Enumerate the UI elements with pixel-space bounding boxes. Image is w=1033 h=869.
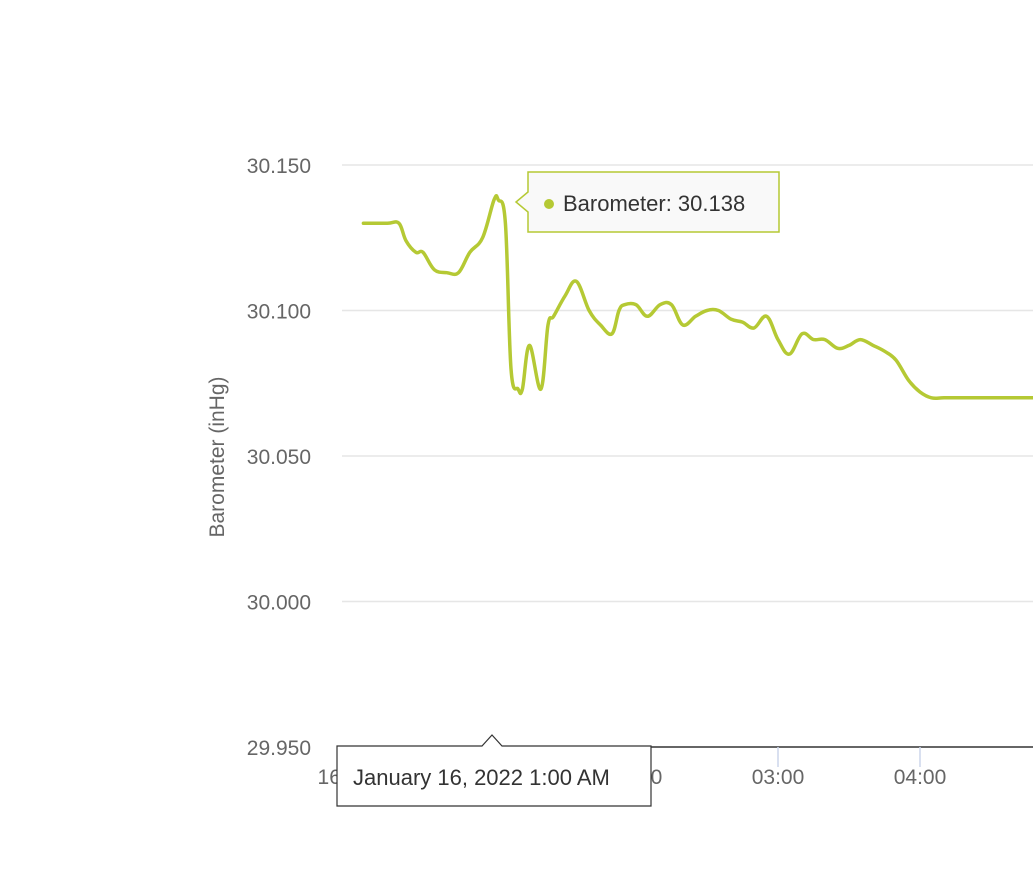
- y-axis-ticks: 30.150 30.100 30.050 30.000 29.950: [247, 155, 311, 760]
- tooltip-label: Barometer: 30.138: [563, 191, 745, 216]
- tooltip: Barometer: 30.138: [514, 171, 780, 233]
- x-axis-tooltip: January 16, 2022 1:00 AM: [336, 734, 652, 807]
- y-tick-label: 30.100: [247, 301, 311, 324]
- grid-lines: [342, 164, 1033, 748]
- x-tick-label: 04:00: [894, 766, 947, 789]
- series-line-barometer: [361, 194, 1033, 400]
- x-axis-tooltip-box: [336, 734, 652, 807]
- x-axis-tooltip-label: January 16, 2022 1:00 AM: [353, 765, 610, 790]
- y-tick-label: 30.050: [247, 446, 311, 469]
- series-layer: [361, 194, 1033, 400]
- x-tick-label: 03:00: [752, 766, 805, 789]
- tooltip-series-marker: [544, 199, 554, 209]
- y-tick-label: 30.000: [247, 592, 311, 615]
- y-tick-label: 30.150: [247, 155, 311, 178]
- y-tick-label: 29.950: [247, 737, 311, 760]
- tooltip-box: [514, 171, 780, 233]
- y-axis-label: Barometer (inHg): [206, 376, 229, 537]
